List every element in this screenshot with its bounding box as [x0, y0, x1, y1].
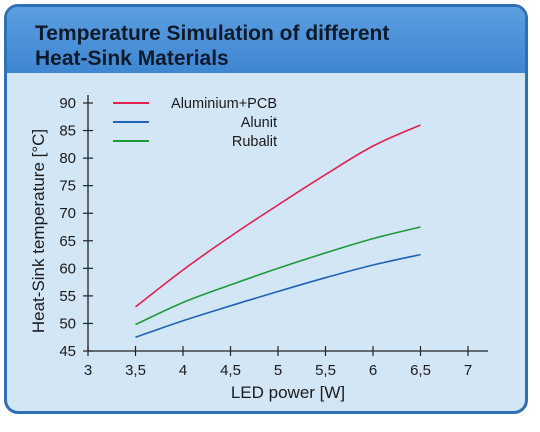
series-line-3	[135, 226, 421, 326]
x-tick-label: 3	[84, 362, 92, 379]
x-tick-label: 4,5	[220, 362, 241, 379]
y-tick-label: 60	[59, 260, 76, 277]
x-tick-label: 6	[369, 362, 377, 379]
y-tick-label: 70	[59, 205, 76, 222]
y-tick-label: 50	[59, 315, 76, 332]
y-tick-label: 90	[59, 95, 76, 112]
title-bar: Temperature Simulation of different Heat…	[7, 7, 525, 73]
chart-card: Temperature Simulation of different Heat…	[4, 4, 528, 414]
x-tick-label: 5	[274, 362, 282, 379]
legend: Aluminium+PCB Alunit Rubalit	[113, 96, 277, 150]
x-axis-label: LED power [W]	[231, 383, 345, 402]
x-tick-label: 6,5	[410, 362, 431, 379]
y-tick-label: 80	[59, 150, 76, 167]
x-tick-label: 5,5	[315, 362, 336, 379]
legend-label-1: Aluminium+PCB	[171, 96, 277, 112]
chart-title: Temperature Simulation of different Heat…	[35, 22, 390, 70]
y-tick-label: 45	[59, 343, 76, 360]
axes: 3 3,5 4 4,5 5 5,5 6 6,5 7 45 50 55 60 65 70 75 80 85 90	[59, 95, 488, 379]
x-tick-label: 3,5	[125, 362, 146, 379]
y-tick-label: 55	[59, 288, 76, 305]
y-tick-label: 75	[59, 178, 76, 195]
series-line-2	[135, 253, 421, 338]
y-tick-label: 85	[59, 123, 76, 140]
y-axis-label: Heat-Sink temperature [°C]	[29, 129, 48, 333]
y-tick-label: 65	[59, 233, 76, 250]
x-tick-label: 7	[464, 362, 472, 379]
legend-label-3: Rubalit	[232, 134, 277, 150]
legend-label-2: Alunit	[241, 115, 277, 131]
series-lines	[135, 124, 421, 338]
x-tick-label: 4	[179, 362, 187, 379]
series-line-1	[135, 124, 421, 308]
